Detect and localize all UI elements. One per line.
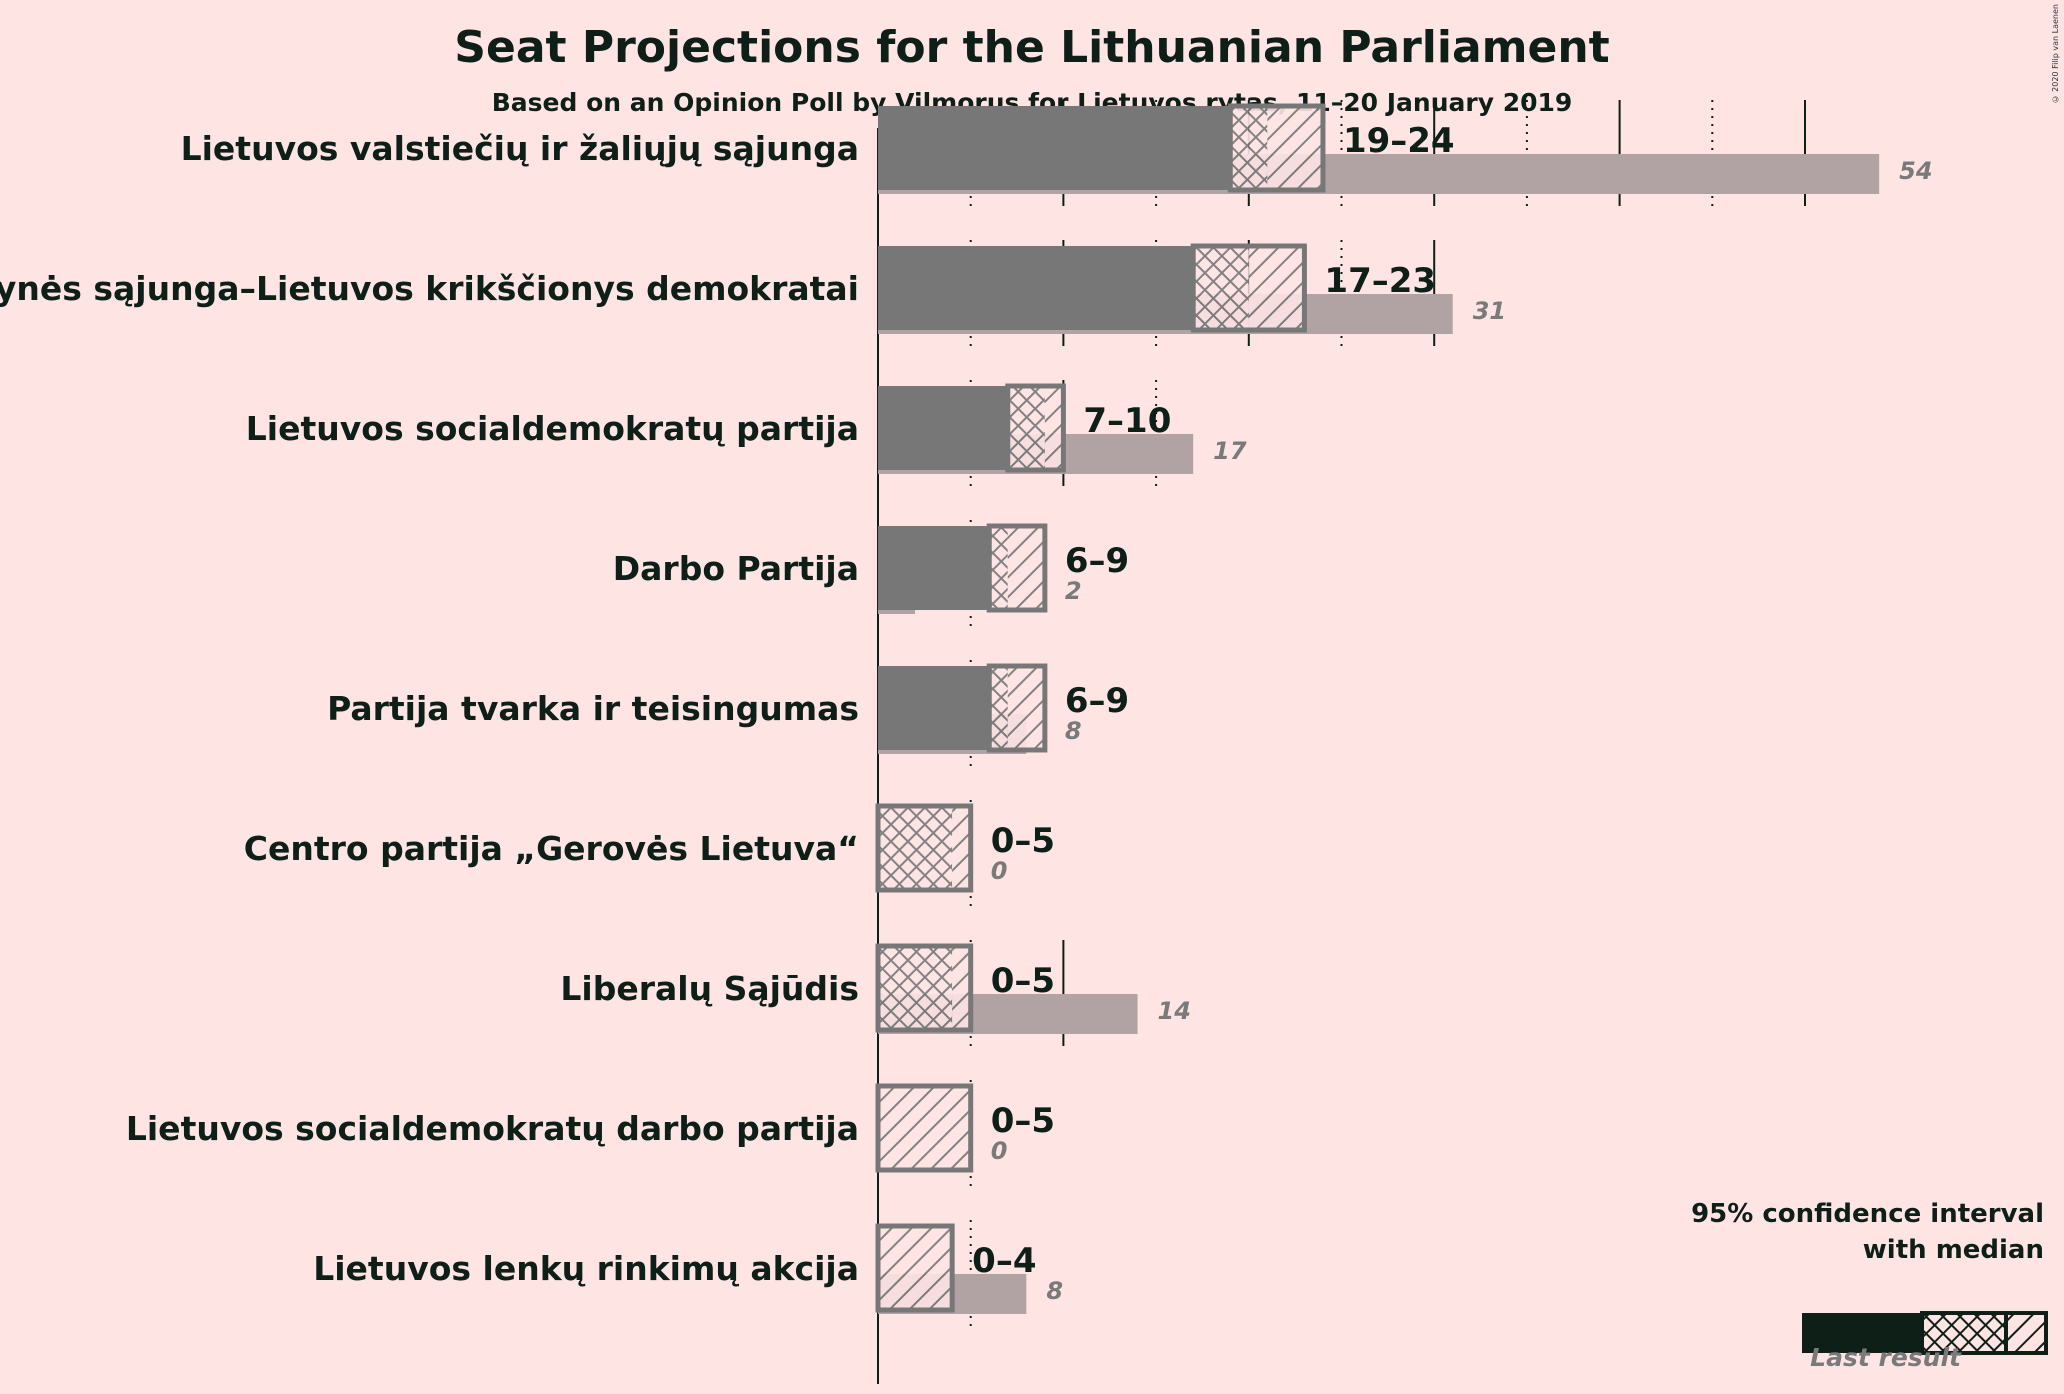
last-result-label: 54 (1899, 157, 1932, 185)
range-label: 17–23 (1324, 261, 1436, 301)
party-label: Partija tvarka ir teisingumas (327, 689, 859, 728)
ci-outline (1227, 103, 1326, 193)
range-label: 19–24 (1343, 121, 1455, 161)
ci-lower-segment (878, 946, 953, 1030)
party-label: Liberalų Sąjūdis (560, 969, 859, 1008)
ci-lower-segment (1230, 106, 1268, 190)
projection-solid-bar (878, 106, 1231, 190)
range-label: 6–9 (1065, 541, 1129, 581)
last-result-label: 31 (1473, 297, 1506, 325)
projection-solid-bar (878, 666, 990, 750)
projection-solid-bar (878, 386, 1008, 470)
party-label: Lietuvos lenkų rinkimų akcija (313, 1249, 859, 1288)
last-result-label: 2 (1065, 577, 1082, 605)
legend-median-swatch (1802, 1313, 1922, 1353)
ci-upper-segment (952, 806, 971, 890)
ci-outline (875, 1223, 955, 1313)
ci-upper-segment (878, 1226, 953, 1310)
legend-ci-upper-swatch (2004, 1311, 2048, 1355)
legend-last-result-label: Last result (1810, 1343, 1962, 1372)
last-result-label: 14 (1158, 997, 1191, 1025)
ci-outline (875, 1083, 974, 1173)
party-label: Lietuvos valstiečių ir žaliųjų sąjunga (181, 129, 859, 168)
ci-lower-segment (1007, 386, 1045, 470)
party-label: Lietuvos socialdemokratų partija (246, 409, 859, 448)
ci-upper-segment (1267, 106, 1323, 190)
ci-lower-segment (878, 806, 953, 890)
last-result-label: 0 (991, 1137, 1008, 1165)
last-result-label: 17 (1213, 437, 1247, 465)
party-label: Lietuvos socialdemokratų darbo partija (126, 1109, 859, 1148)
range-label: 0–5 (991, 821, 1055, 861)
range-label: 0–4 (972, 1241, 1036, 1281)
projection-solid-bar (878, 246, 1194, 330)
legend-title-line1: 95% confidence interval (1691, 1199, 2044, 1229)
ci-upper-segment (952, 946, 971, 1030)
ci-lower-segment (1193, 246, 1249, 330)
ci-upper-segment (1007, 526, 1045, 610)
range-label: 6–9 (1065, 681, 1129, 721)
range-label: 7–10 (1083, 401, 1171, 441)
party-label: Centro partija „Gerovės Lietuva“ (244, 829, 859, 868)
ci-outline (986, 663, 1048, 753)
last-result-label: 0 (991, 857, 1008, 885)
party-label: Darbo Partija (613, 549, 859, 588)
legend-title-line2: with median (1863, 1235, 2044, 1265)
ci-upper-segment (1248, 246, 1305, 330)
range-label: 0–5 (991, 961, 1055, 1001)
chart-title: Seat Projections for the Lithuanian Parl… (454, 22, 1610, 73)
last-result-label: 8 (1046, 1277, 1063, 1305)
party-label: Tėvynės sąjunga–Lietuvos krikščionys dem… (0, 269, 859, 308)
ci-upper-segment (1044, 386, 1064, 470)
last-result-label: 8 (1065, 717, 1082, 745)
ci-lower-segment (989, 666, 1008, 750)
ci-outline (986, 523, 1048, 613)
projection-solid-bar (878, 526, 990, 610)
ci-outline (875, 943, 974, 1033)
ci-outline (1190, 243, 1307, 333)
ci-outline (1005, 383, 1066, 473)
ci-upper-segment (878, 1086, 971, 1170)
range-label: 0–5 (991, 1101, 1055, 1141)
ci-upper-segment (1007, 666, 1045, 750)
ci-lower-segment (989, 526, 1008, 610)
ci-outline (875, 803, 974, 893)
